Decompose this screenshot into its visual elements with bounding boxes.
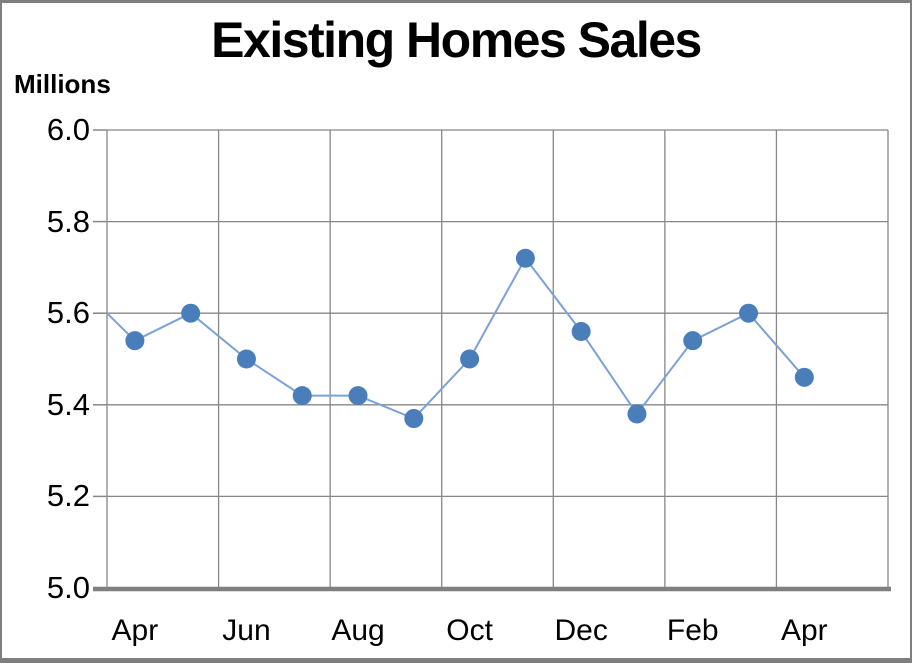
- data-point-marker: [460, 349, 480, 369]
- y-tick-label: 6.0: [46, 112, 90, 147]
- data-point-marker: [739, 303, 759, 323]
- plot-area: [93, 129, 891, 592]
- data-point-marker: [348, 386, 368, 406]
- y-tick-label: 5.4: [46, 386, 90, 422]
- data-point-marker: [292, 386, 312, 406]
- data-point-marker: [125, 331, 145, 351]
- data-point-marker: [236, 349, 256, 369]
- y-axis-title: Millions: [14, 69, 111, 99]
- data-point-marker: [683, 331, 703, 351]
- y-tick-label: 5.2: [46, 478, 90, 514]
- data-point-marker: [794, 367, 814, 387]
- data-point-marker: [571, 322, 591, 342]
- x-tick-label: Apr: [780, 614, 828, 647]
- data-point-marker: [515, 248, 535, 268]
- x-tick-label: Jun: [222, 614, 271, 647]
- x-tick-label: Oct: [446, 614, 493, 647]
- x-tick-label: Feb: [666, 614, 719, 647]
- y-tick-label: 5.8: [46, 203, 90, 239]
- data-point-marker: [627, 404, 647, 424]
- x-tick-label: Dec: [554, 614, 608, 647]
- x-tick-label: Apr: [111, 614, 159, 647]
- chart-title: Existing Homes Sales: [211, 12, 702, 68]
- data-point-marker: [404, 409, 424, 429]
- y-tick-label: 5.0: [46, 570, 90, 605]
- x-tick-label: Aug: [331, 614, 385, 647]
- series-line: [106, 257, 806, 420]
- y-tick-label: 5.6: [46, 295, 90, 331]
- data-point-marker: [181, 303, 201, 323]
